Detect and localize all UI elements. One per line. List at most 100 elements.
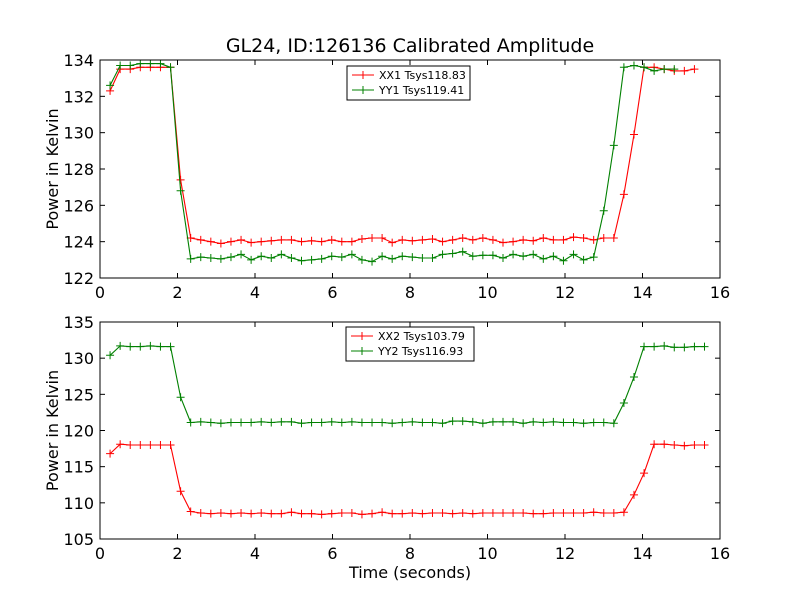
data-point: [327, 235, 336, 244]
data-point: [297, 237, 306, 246]
data-point: [216, 254, 225, 263]
y-tick-label: 135: [63, 313, 94, 332]
data-point: [519, 419, 528, 428]
chart-title: GL24, ID:126136 Calibrated Amplitude: [226, 35, 594, 57]
data-point: [408, 508, 417, 517]
data-point: [378, 252, 387, 261]
data-point: [408, 253, 417, 262]
data-point: [237, 508, 246, 517]
series-line: [109, 443, 705, 515]
data-point: [488, 235, 497, 244]
data-point: [539, 418, 548, 427]
data-point: [106, 351, 115, 360]
data-point: [609, 508, 618, 517]
data-point: [226, 418, 235, 427]
data-point: [478, 419, 487, 428]
y-tick-label: 115: [63, 458, 94, 477]
x-tick-label: 2: [172, 544, 182, 563]
data-point: [589, 418, 598, 427]
data-point: [640, 342, 649, 351]
x-tick-label: 0: [95, 283, 105, 302]
data-point: [216, 419, 225, 428]
legend-marker: [358, 347, 366, 355]
data-point: [267, 509, 276, 518]
data-point: [569, 233, 578, 242]
data-point: [226, 237, 235, 246]
data-point: [126, 440, 135, 449]
data-point: [206, 418, 215, 427]
series-yy-panel-1: [106, 59, 679, 266]
x-tick-label: 2: [172, 283, 182, 302]
legend-label: YY2 Tsys116.93: [377, 345, 463, 358]
data-point: [579, 508, 588, 517]
data-point: [438, 237, 447, 246]
data-point: [609, 234, 618, 243]
data-point: [609, 141, 618, 150]
x-axis-label: Time (seconds): [348, 563, 471, 582]
y-tick-label: 130: [63, 349, 94, 368]
data-point: [549, 235, 558, 244]
data-point: [146, 341, 155, 350]
data-point: [357, 234, 366, 243]
data-point: [297, 256, 306, 265]
data-point: [237, 418, 246, 427]
data-point: [589, 235, 598, 244]
data-point: [388, 509, 397, 518]
y-axis-label: Power in Kelvin: [43, 108, 62, 229]
data-point: [478, 508, 487, 517]
data-point: [357, 510, 366, 519]
data-point: [176, 186, 185, 195]
data-point: [499, 508, 507, 517]
data-point: [277, 250, 286, 259]
data-point: [136, 59, 145, 68]
y-tick-label: 126: [63, 196, 94, 215]
data-point: [317, 237, 326, 246]
top-panel: 0 2 4 6 8 10 12 14 16 122 124 126 128 130 132 134 Power …: [43, 51, 730, 302]
data-point: [327, 252, 336, 261]
data-point: [287, 417, 296, 426]
y-tick-label: 124: [63, 233, 94, 252]
y-tick-label: 128: [63, 160, 94, 179]
data-point: [347, 508, 356, 517]
data-point: [106, 81, 115, 90]
data-point: [347, 250, 356, 259]
data-point: [670, 343, 679, 352]
data-point: [629, 490, 638, 499]
x-tick-label: 6: [327, 544, 337, 563]
data-point: [166, 63, 175, 72]
y-tick-label: 110: [63, 494, 94, 513]
data-point: [599, 508, 608, 517]
data-point: [499, 417, 507, 426]
data-point: [277, 417, 286, 426]
data-point: [267, 236, 276, 245]
data-point: [478, 234, 487, 243]
data-point: [579, 419, 588, 428]
data-point: [660, 65, 669, 74]
data-point: [327, 417, 336, 426]
data-point: [438, 508, 447, 517]
data-point: [509, 250, 518, 259]
data-point: [277, 509, 286, 518]
data-point: [690, 65, 699, 74]
data-point: [317, 254, 326, 263]
data-point: [458, 508, 467, 517]
x-tick-label: 12: [555, 544, 575, 563]
data-point: [680, 441, 689, 450]
data-point: [499, 254, 507, 263]
data-point: [569, 508, 578, 517]
data-point: [146, 59, 155, 68]
data-point: [368, 234, 377, 243]
data-point: [539, 509, 548, 518]
series-xx-panel-2: [106, 440, 709, 519]
y-axis-label: Power in Kelvin: [43, 370, 62, 491]
data-point: [317, 510, 326, 519]
data-point: [247, 418, 256, 427]
data-point: [307, 509, 316, 518]
data-point: [297, 509, 306, 518]
x-tick-label: 4: [250, 544, 260, 563]
data-point: [216, 239, 225, 248]
data-point: [257, 252, 266, 261]
data-point: [307, 418, 316, 427]
data-point: [579, 234, 588, 243]
